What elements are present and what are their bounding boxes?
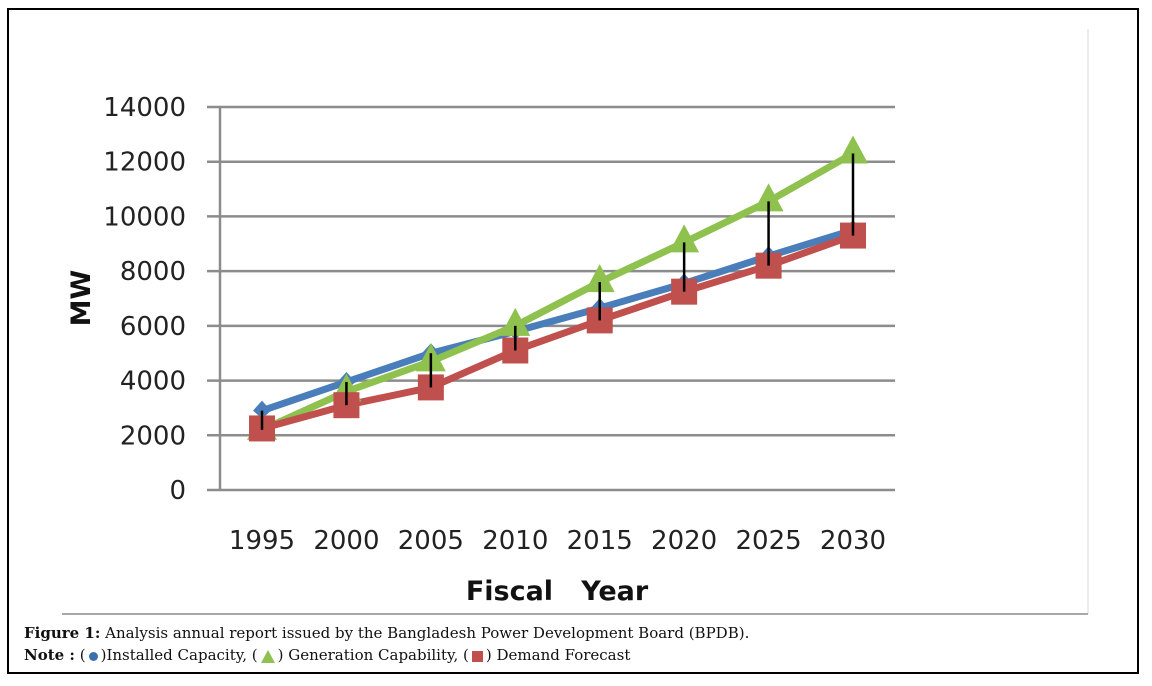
- legend-generation-capability: ) Generation Capability, (: [277, 646, 469, 664]
- marker-generation-capability: [669, 224, 700, 253]
- legend-demand-forecast: ) Demand Forecast: [485, 646, 631, 664]
- marker-generation-capability: [753, 183, 784, 212]
- legend-note: Note : ( )Installed Capacity, ( ) Generati…: [24, 644, 749, 666]
- y-tick-label: 10000: [103, 202, 186, 232]
- marker-generation-capability: [500, 307, 531, 336]
- x-axis-ticks: 1995 2000 2005 2010 2015 2020 2025 2030: [229, 526, 886, 556]
- plot-image-background: [40, 29, 1089, 615]
- x-tick-label: 2015: [567, 526, 633, 556]
- x-tick-label: 2020: [651, 526, 717, 556]
- y-tick-label: 0: [169, 476, 186, 506]
- x-tick-label: 2005: [398, 526, 464, 556]
- caption-label: Figure 1:: [24, 624, 101, 642]
- x-tick-label: 2030: [820, 526, 886, 556]
- marker-installed-capacity: [253, 400, 271, 419]
- marker-generation-capability: [838, 135, 868, 164]
- x-tick-label: 2000: [313, 526, 379, 556]
- legend-installed-capacity: )Installed Capacity, (: [100, 646, 258, 664]
- x-tick-label: 1995: [229, 526, 295, 556]
- installed-capacity-circle-icon: [88, 651, 98, 661]
- y-tick-label: 8000: [120, 257, 186, 287]
- y-tick-label: 12000: [103, 148, 186, 178]
- series-line-demand-forecast: [261, 232, 855, 432]
- y-tick-label: 6000: [120, 312, 186, 342]
- x-axis-title: Fiscal Year: [466, 576, 649, 607]
- figure-caption: Figure 1: Analysis annual report issued …: [24, 622, 749, 666]
- caption-line: Figure 1: Analysis annual report issued …: [24, 622, 749, 644]
- caption-text: Analysis annual report issued by the Ban…: [100, 624, 750, 642]
- series-line-generation-capability: [260, 150, 855, 434]
- generation-capability-triangle-icon: [260, 649, 275, 663]
- marker-generation-capability: [584, 264, 615, 293]
- y-axis-ticks: 0 2000 4000 6000 8000 10000 12000 14000: [103, 93, 186, 506]
- y-tick-label: 14000: [103, 93, 186, 123]
- series-line-installed-capacity: [260, 226, 855, 414]
- x-tick-label: 2010: [482, 526, 548, 556]
- note-label: Note :: [24, 646, 75, 664]
- x-tick-label: 2025: [735, 526, 801, 556]
- y-tick-label: 4000: [120, 367, 186, 397]
- note-open: (: [79, 646, 86, 664]
- series-markers: [247, 135, 868, 442]
- demand-forecast-square-icon: [471, 650, 483, 662]
- y-axis-title: MW: [66, 270, 97, 327]
- y-tick-label: 2000: [120, 421, 186, 451]
- series-lines: [260, 150, 855, 434]
